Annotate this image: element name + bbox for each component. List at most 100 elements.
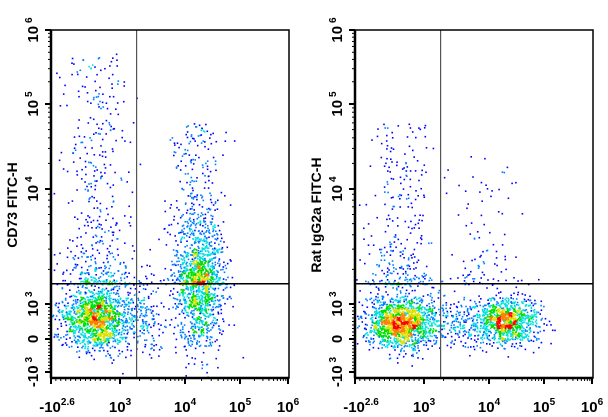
event-dot (196, 194, 199, 196)
event-dot (193, 330, 196, 332)
event-dot (203, 238, 205, 240)
event-dot (384, 315, 387, 318)
event-dot (212, 132, 214, 135)
event-dot (193, 234, 195, 237)
event-dot (374, 298, 377, 301)
event-dot (108, 298, 110, 300)
event-dot (191, 340, 194, 343)
event-dot (97, 132, 100, 135)
event-dot (424, 333, 427, 336)
event-dot (204, 271, 206, 274)
event-dot (99, 297, 102, 299)
event-dot (86, 316, 89, 318)
event-dot (109, 65, 111, 67)
event-dot (139, 330, 141, 332)
event-dot (114, 325, 116, 327)
event-dot (90, 256, 92, 258)
event-dot (124, 336, 127, 339)
event-dot (76, 71, 79, 73)
event-dot (408, 335, 410, 337)
event-dot (213, 267, 215, 269)
event-dot (101, 228, 103, 230)
event-dot (107, 311, 110, 314)
event-dot (90, 332, 93, 335)
event-dot (102, 315, 104, 318)
event-dot (209, 253, 212, 256)
event-dot (213, 303, 216, 305)
event-dot (80, 333, 82, 335)
event-dot (117, 333, 120, 335)
event-dot (106, 316, 108, 318)
event-dot (110, 305, 113, 308)
event-dot (204, 141, 206, 143)
event-dot (129, 312, 132, 315)
event-dot (427, 327, 429, 330)
event-dot (191, 230, 194, 232)
event-dot (179, 331, 182, 334)
event-dot (89, 316, 91, 319)
event-dot (207, 250, 209, 252)
event-dot (65, 344, 68, 346)
event-dot (91, 299, 93, 301)
event-dot (400, 320, 402, 322)
event-dot (128, 305, 130, 308)
event-dot (112, 332, 115, 334)
event-dot (205, 295, 207, 297)
event-dot (413, 307, 415, 309)
event-dot (197, 236, 199, 239)
event-dot (94, 184, 97, 187)
event-dot (438, 289, 441, 292)
event-dot (83, 224, 86, 227)
event-dot (97, 296, 99, 298)
event-dot (85, 260, 87, 263)
event-dot (174, 317, 177, 319)
event-dot (83, 310, 86, 312)
event-dot (200, 134, 203, 136)
event-dot (212, 288, 215, 290)
event-dot (414, 296, 417, 299)
event-dot (211, 251, 214, 254)
event-dot (393, 281, 395, 283)
event-dot (80, 305, 83, 308)
event-dot (193, 209, 195, 211)
event-dot (190, 161, 192, 164)
event-dot (100, 236, 103, 238)
event-dot (155, 344, 158, 346)
event-dot (214, 278, 216, 281)
event-dot (196, 274, 199, 277)
event-dot (75, 321, 78, 323)
event-dot (87, 322, 89, 325)
event-dot (412, 305, 414, 308)
event-dot (191, 179, 193, 182)
event-dot (203, 267, 206, 269)
event-dot (211, 297, 213, 299)
event-dot (87, 278, 89, 280)
event-dot (419, 296, 421, 299)
event-dot (190, 288, 192, 291)
event-dot (125, 319, 127, 322)
event-dot (131, 300, 134, 302)
event-dot (356, 343, 359, 345)
event-dot (206, 160, 209, 162)
event-dot (85, 319, 88, 322)
event-dot (187, 342, 190, 344)
event-dot (198, 279, 200, 282)
event-dot (191, 277, 194, 280)
event-dot (202, 312, 205, 315)
event-dot (376, 301, 379, 304)
event-dot (417, 323, 420, 326)
event-dot (112, 256, 115, 258)
event-dot (424, 308, 426, 310)
event-dot (211, 235, 214, 238)
event-dot (220, 308, 223, 311)
event-dot (412, 349, 414, 351)
event-dot (92, 164, 95, 167)
event-dot (160, 324, 162, 326)
event-dot (102, 293, 105, 296)
event-dot (408, 292, 410, 295)
event-dot (426, 304, 428, 307)
event-dot (183, 260, 186, 262)
event-dot (123, 261, 125, 264)
event-dot (400, 344, 403, 347)
event-dot (196, 342, 198, 344)
